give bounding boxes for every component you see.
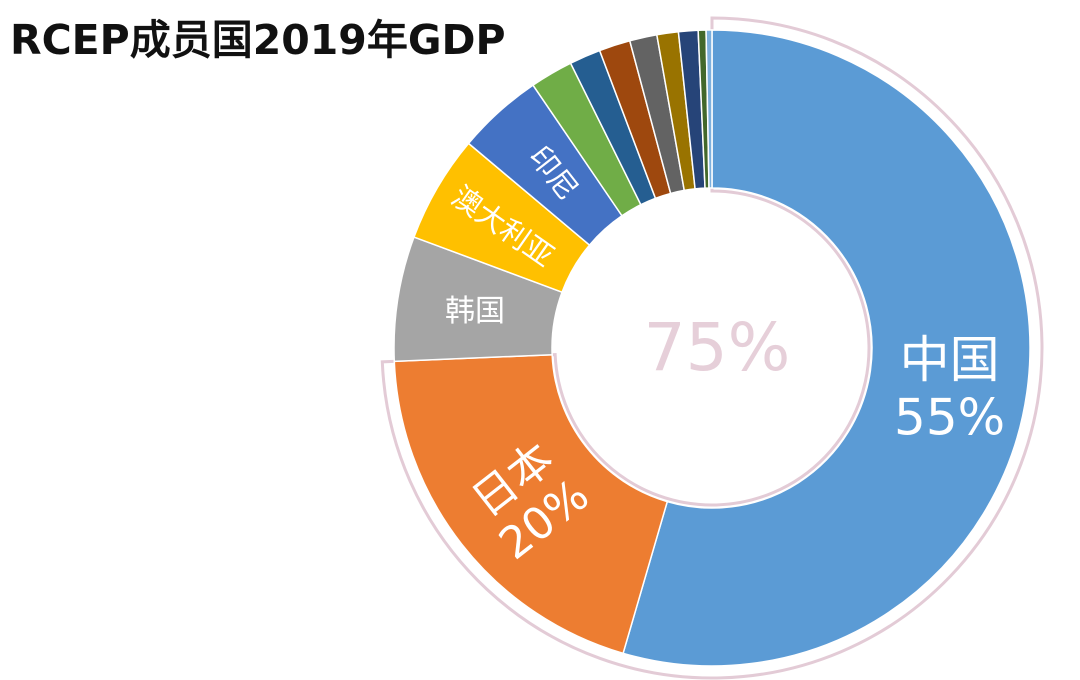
slice-value-label-0: 55% (894, 388, 1005, 446)
pie-slice-1 (393, 353, 669, 655)
chart-title: RCEP成员国2019年GDP (10, 16, 506, 64)
slice-label-0: 中国 (900, 331, 1000, 389)
highlight-outline (380, 16, 1044, 680)
slice-label-2: 韩国 (445, 294, 505, 329)
center-percent-label: 75% (644, 309, 791, 386)
pie-slice-0 (622, 29, 1031, 667)
slice-layer (393, 29, 1031, 667)
highlight-outline-layer (380, 16, 1044, 680)
slice-label-group-2: 韩国 (445, 294, 505, 329)
pie-slice-12 (705, 29, 713, 189)
